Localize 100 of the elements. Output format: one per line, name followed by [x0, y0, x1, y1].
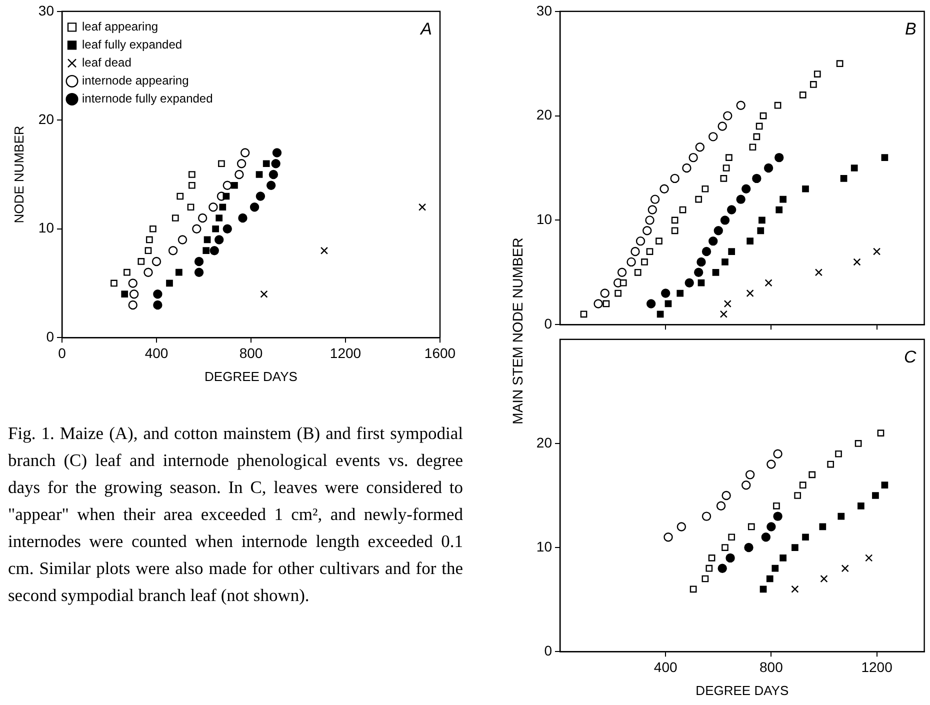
point: [204, 236, 211, 244]
point: [688, 152, 698, 162]
point: [774, 102, 782, 109]
point: [722, 490, 731, 500]
point: [808, 471, 816, 478]
point: [723, 111, 732, 120]
x-tick-label: 1200: [861, 658, 893, 675]
point: [838, 512, 845, 520]
point: [799, 482, 806, 489]
point: [617, 268, 627, 277]
point: [761, 532, 771, 542]
point: [630, 246, 640, 256]
point: [802, 185, 809, 192]
point: [881, 482, 888, 489]
point: [702, 185, 709, 192]
legend-label: leaf appearing: [82, 20, 158, 34]
point: [198, 213, 208, 223]
y-tick-label: 0: [544, 642, 552, 658]
point: [272, 148, 282, 158]
point: [772, 564, 779, 572]
point: [176, 268, 182, 276]
point: [802, 534, 809, 541]
text: A: [420, 20, 432, 39]
point: [202, 247, 210, 254]
point: [194, 268, 204, 277]
point: [773, 502, 780, 510]
point: [746, 238, 754, 245]
y-tick-label: 20: [536, 434, 552, 450]
point: [129, 290, 139, 299]
point: [791, 585, 799, 593]
x-tick-label: 400: [654, 658, 678, 675]
point: [757, 227, 764, 234]
point: [840, 175, 848, 182]
y-axis-title: MAIN STEM NODE NUMBER: [509, 238, 525, 424]
point: [256, 171, 263, 178]
point: [646, 299, 656, 308]
point: [728, 534, 736, 541]
point: [670, 174, 680, 184]
point: [858, 502, 864, 510]
point: [726, 154, 732, 161]
point: [176, 192, 184, 200]
point: [872, 492, 879, 499]
point: [696, 257, 706, 267]
point: [214, 235, 224, 244]
point: [124, 268, 130, 276]
y-tick-label: 0: [46, 328, 54, 344]
y-tick-label: 30: [536, 2, 552, 18]
point: [218, 160, 225, 168]
point: [877, 430, 884, 436]
point: [231, 182, 238, 189]
caption: Fig. 1. Maize (A), and cotton mainstem (B) and first sympodial branch (C) leaf and internode phenological events vs. degree days for the growing season. In C, leaves were considered to "appear" when their area exceeded 1 cm², and newly-formed internodes were counted when internode length exceeded 0.1 cm. Similar plots were also made for other cultivars and for the second sympodial branch leaf (not shown).: [8, 422, 463, 607]
point: [168, 246, 178, 256]
x-tick-label: 1200: [330, 344, 362, 361]
point: [742, 480, 751, 490]
point: [626, 257, 636, 267]
point: [641, 258, 648, 266]
point: [188, 182, 196, 189]
point: [714, 226, 723, 236]
point: [720, 310, 728, 318]
point: [854, 440, 862, 447]
point: [756, 122, 763, 130]
point: [780, 196, 786, 203]
point: [728, 248, 736, 255]
point: [764, 163, 774, 173]
legend-label: leaf fully expanded: [82, 38, 182, 52]
point: [671, 216, 678, 224]
point: [178, 235, 188, 244]
point: [153, 300, 162, 310]
point: [780, 554, 786, 562]
legend-label: internode fully expanded: [82, 92, 213, 106]
point: [690, 586, 697, 593]
point: [684, 278, 694, 288]
point: [256, 192, 266, 201]
point: [679, 206, 686, 214]
point: [219, 204, 226, 211]
y-tick-label: 30: [38, 2, 54, 18]
point: [664, 300, 672, 308]
point: [192, 224, 202, 234]
point: [773, 449, 782, 458]
point: [602, 300, 610, 308]
point: [865, 554, 873, 562]
point: [110, 280, 118, 287]
point: [648, 205, 657, 214]
point: [722, 258, 728, 266]
point: [620, 279, 627, 286]
point: [600, 288, 610, 298]
point: [260, 290, 268, 298]
point: [234, 170, 244, 180]
point: [238, 213, 248, 223]
point: [744, 542, 754, 552]
point: [718, 564, 727, 573]
x-axis-title: DEGREE DAYS: [204, 368, 298, 384]
point: [774, 152, 784, 162]
point: [799, 91, 806, 98]
point: [758, 216, 766, 224]
point: [636, 236, 646, 246]
point: [764, 279, 772, 287]
point: [642, 226, 652, 236]
point: [814, 70, 821, 78]
point: [222, 192, 230, 200]
